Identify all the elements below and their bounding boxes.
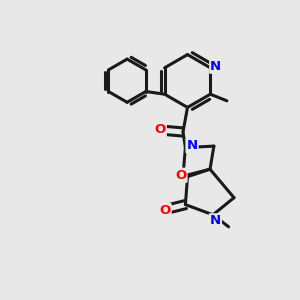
Text: N: N xyxy=(210,214,221,227)
Text: N: N xyxy=(210,60,221,73)
Text: O: O xyxy=(159,204,171,217)
Text: O: O xyxy=(154,123,166,136)
Text: O: O xyxy=(175,169,187,182)
Text: N: N xyxy=(186,139,198,152)
